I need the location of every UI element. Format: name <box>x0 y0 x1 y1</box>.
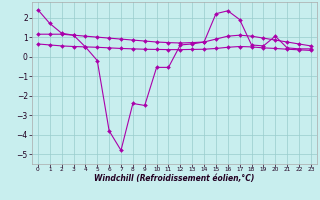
X-axis label: Windchill (Refroidissement éolien,°C): Windchill (Refroidissement éolien,°C) <box>94 174 255 183</box>
